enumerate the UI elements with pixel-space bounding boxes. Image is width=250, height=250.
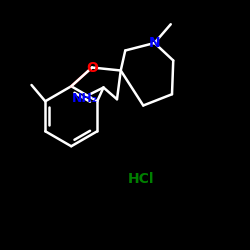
- Text: O: O: [86, 60, 98, 74]
- Text: NH₂: NH₂: [72, 92, 98, 105]
- Text: HCl: HCl: [128, 172, 154, 186]
- Text: N: N: [149, 36, 160, 50]
